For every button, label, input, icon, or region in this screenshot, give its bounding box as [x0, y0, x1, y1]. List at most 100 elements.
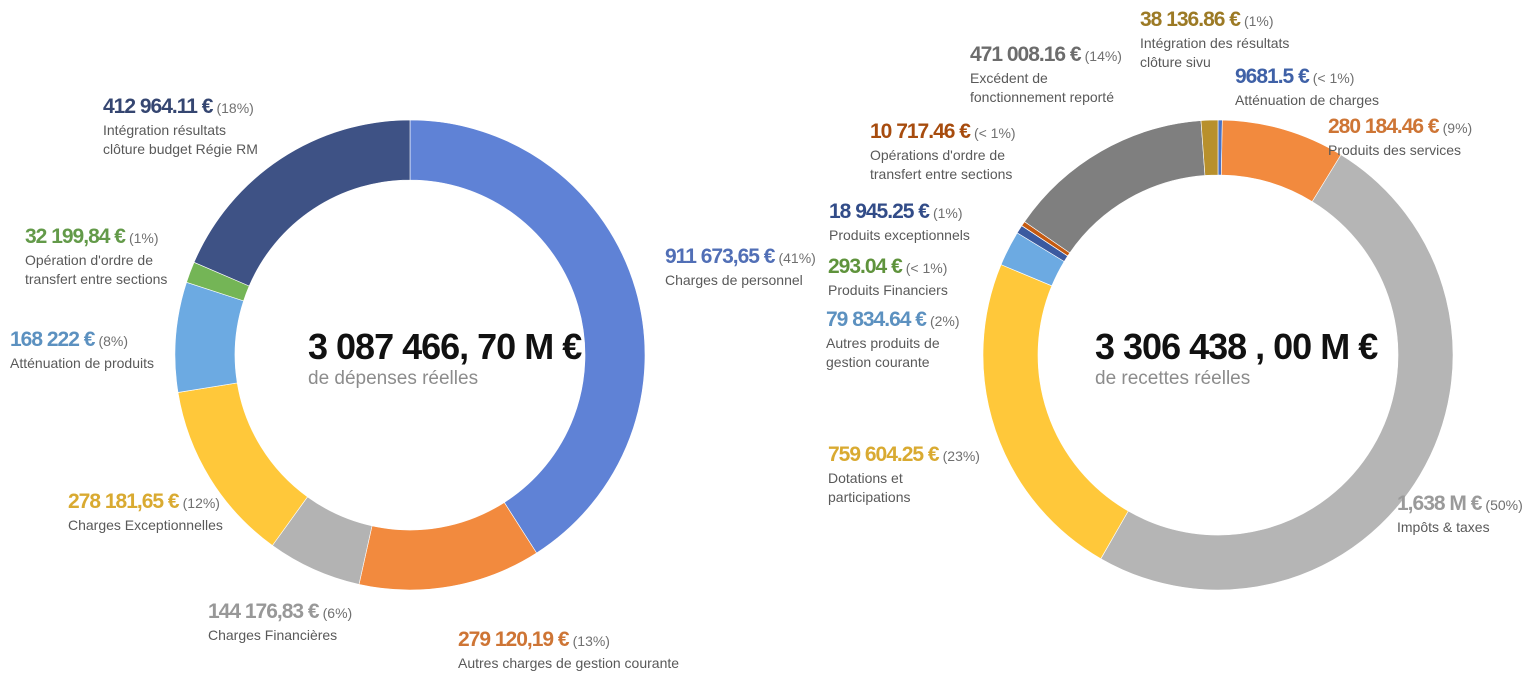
center-value: 3 087 466, 70 M €	[308, 326, 582, 367]
slice-label: 280 184.46 € (9%) Produits des services	[1328, 113, 1472, 160]
amount: 144 176,83 €	[208, 600, 320, 623]
percent: (14%)	[1084, 48, 1122, 64]
donut-slice	[1024, 120, 1206, 254]
amount: 759 604.25 €	[828, 443, 940, 466]
percent: (< 1%)	[1312, 70, 1355, 86]
slice-label: 38 136.86 € (1%) Intégration des résultats…	[1140, 6, 1289, 72]
slice-label: 10 717.46 € (< 1%) Opérations d'ordre de t…	[870, 118, 1016, 184]
amount: 471 008.16 €	[970, 43, 1082, 66]
amount: 18 945.25 €	[829, 200, 930, 223]
category: Excédent de fonctionnement reporté	[970, 70, 1114, 106]
amount: 168 222 €	[10, 328, 95, 351]
slice-label: 412 964.11 € (18%) Intégration résultats c…	[103, 93, 258, 159]
category: Atténuation de charges	[1235, 92, 1379, 109]
label-head: 79 834.64 € (2%)	[826, 306, 960, 334]
label-head: 412 964.11 € (18%)	[103, 93, 258, 121]
amount: 911 673,65 €	[665, 245, 775, 268]
category: Autres produits de gestion courante	[826, 335, 940, 371]
label-head: 32 199,84 € (1%)	[25, 223, 167, 251]
percent: (< 1%)	[973, 125, 1016, 141]
category: Charges Financières	[208, 627, 338, 644]
label-head: 293.04 € (< 1%)	[828, 253, 948, 281]
category: Opérations d'ordre de transfert entre se…	[870, 147, 1013, 183]
label-head: 168 222 € (8%)	[10, 326, 154, 354]
category: Intégration des résultats clôture sivu	[1140, 35, 1290, 71]
percent: (< 1%)	[905, 260, 948, 276]
slice-label: 18 945.25 € (1%) Produits exceptionnels	[829, 198, 970, 245]
percent: (18%)	[216, 100, 254, 116]
percent: (8%)	[98, 333, 128, 349]
donut-slice	[1100, 154, 1454, 591]
amount: 38 136.86 €	[1140, 8, 1241, 31]
center-label: de recettes réelles	[1095, 368, 1251, 389]
category: Opération d'ordre de transfert entre sec…	[25, 252, 168, 288]
percent: (1%)	[932, 205, 963, 221]
percent: (2%)	[929, 313, 960, 329]
donut-slice	[193, 119, 411, 287]
slice-label: 144 176,83 € (6%) Charges Financières	[208, 598, 352, 645]
label-head: 9681.5 € (< 1%)	[1235, 63, 1379, 91]
slice-label: 1,638 M € (50%) Impôts & taxes	[1397, 490, 1523, 537]
category: Charges de personnel	[665, 272, 803, 289]
label-head: 280 184.46 € (9%)	[1328, 113, 1472, 141]
donut-slice	[982, 264, 1129, 560]
percent: (41%)	[778, 250, 816, 266]
label-head: 18 945.25 € (1%)	[829, 198, 970, 226]
amount: 79 834.64 €	[826, 308, 927, 331]
percent: (1%)	[1243, 13, 1274, 29]
slice-label: 279 120,19 € (13%) Autres charges de gesti…	[458, 626, 679, 673]
amount: 278 181,65 €	[68, 490, 180, 513]
label-head: 279 120,19 € (13%)	[458, 626, 679, 654]
center-value: 3 306 438 , 00 M €	[1095, 326, 1378, 367]
donut-slice	[174, 281, 244, 393]
donut-slice	[1200, 119, 1219, 176]
center-text: 3 087 466, 70 M € de dépenses réelles	[308, 326, 582, 390]
amount: 279 120,19 €	[458, 628, 570, 651]
amount: 9681.5 €	[1235, 65, 1310, 88]
percent: (12%)	[182, 495, 220, 511]
amount: 32 199,84 €	[25, 225, 126, 248]
percent: (1%)	[128, 230, 159, 246]
label-head: 471 008.16 € (14%)	[970, 41, 1122, 69]
label-head: 911 673,65 € (41%)	[665, 243, 816, 271]
percent: (6%)	[322, 605, 353, 621]
amount: 293.04 €	[828, 255, 903, 278]
donut-slice	[358, 502, 538, 591]
donut-slice	[409, 119, 646, 554]
slice-label: 79 834.64 € (2%) Autres produits de gestio…	[826, 306, 960, 372]
percent: (50%)	[1485, 497, 1523, 513]
category: Charges Exceptionnelles	[68, 517, 223, 534]
slice-label: 168 222 € (8%) Atténuation de produits	[10, 326, 154, 373]
slice-label: 293.04 € (< 1%) Produits Financiers	[828, 253, 948, 300]
category: Atténuation de produits	[10, 355, 154, 372]
slice-label: 759 604.25 € (23%) Dotations et participat…	[828, 441, 980, 507]
label-head: 1,638 M € (50%)	[1397, 490, 1523, 518]
label-head: 144 176,83 € (6%)	[208, 598, 352, 626]
percent: (9%)	[1442, 120, 1473, 136]
category: Impôts & taxes	[1397, 519, 1490, 536]
category: Intégration résultats clôture budget Rég…	[103, 122, 258, 158]
amount: 412 964.11 €	[103, 95, 213, 118]
percent: (23%)	[942, 448, 980, 464]
category: Produits Financiers	[828, 282, 948, 299]
center-label: de dépenses réelles	[308, 368, 479, 389]
label-head: 38 136.86 € (1%)	[1140, 6, 1289, 34]
category: Autres charges de gestion courante	[458, 655, 680, 672]
slice-label: 278 181,65 € (12%) Charges Exceptionnelles	[68, 488, 223, 535]
percent: (13%)	[572, 633, 610, 649]
center-text: 3 306 438 , 00 M € de recettes réelles	[1095, 326, 1378, 390]
category: Produits exceptionnels	[829, 227, 970, 244]
category: Produits des services	[1328, 142, 1462, 159]
label-head: 10 717.46 € (< 1%)	[870, 118, 1016, 146]
label-head: 759 604.25 € (23%)	[828, 441, 980, 469]
amount: 10 717.46 €	[870, 120, 971, 143]
slice-label: 32 199,84 € (1%) Opération d'ordre de tran…	[25, 223, 167, 289]
label-head: 278 181,65 € (12%)	[68, 488, 223, 516]
amount: 1,638 M €	[1397, 492, 1482, 515]
amount: 280 184.46 €	[1328, 115, 1440, 138]
slice-label: 471 008.16 € (14%) Excédent de fonctionnem…	[970, 41, 1122, 107]
slice-label: 911 673,65 € (41%) Charges de personnel	[665, 243, 816, 290]
category: Dotations et participations	[828, 470, 911, 506]
